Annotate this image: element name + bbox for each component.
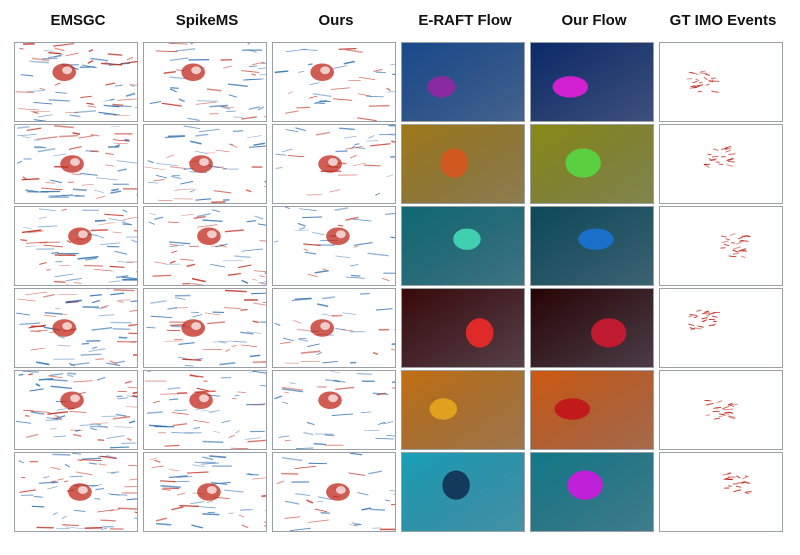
image-gt-imo-events-row-5: [659, 370, 783, 450]
image-gt-imo-events-row-1: [659, 42, 783, 122]
image-ours-row-6: [272, 452, 396, 532]
image-emsgc-row-1: [14, 42, 138, 122]
image-our-flow-row-1: [530, 42, 654, 122]
image-eraft-flow-row-1: [401, 42, 525, 122]
image-emsgc-row-5: [14, 370, 138, 450]
image-ours-row-1: [272, 42, 396, 122]
column-header-ours: Ours: [318, 12, 354, 29]
image-eraft-flow-row-2: [401, 124, 525, 204]
image-ours-row-4: [272, 288, 396, 368]
image-emsgc-row-2: [14, 124, 138, 204]
image-spikems-row-6: [143, 452, 267, 532]
image-gt-imo-events-row-3: [659, 206, 783, 286]
image-spikems-row-3: [143, 206, 267, 286]
image-emsgc-row-4: [14, 288, 138, 368]
column-header-emsgc: EMSGC: [50, 12, 106, 29]
image-gt-imo-events-row-4: [659, 288, 783, 368]
column-header-our-flow: Our Flow: [561, 12, 627, 29]
image-our-flow-row-2: [530, 124, 654, 204]
image-spikems-row-2: [143, 124, 267, 204]
image-our-flow-row-3: [530, 206, 654, 286]
column-header-spikems: SpikeMS: [175, 12, 239, 29]
image-ours-row-5: [272, 370, 396, 450]
column-header-eraft-flow: E-RAFT Flow: [418, 12, 512, 29]
column-header-gt-imo-events: GT IMO Events: [669, 12, 777, 29]
image-our-flow-row-6: [530, 452, 654, 532]
image-spikems-row-1: [143, 42, 267, 122]
image-emsgc-row-3: [14, 206, 138, 286]
image-ours-row-3: [272, 206, 396, 286]
image-ours-row-2: [272, 124, 396, 204]
image-eraft-flow-row-6: [401, 452, 525, 532]
image-spikems-row-4: [143, 288, 267, 368]
image-gt-imo-events-row-6: [659, 452, 783, 532]
image-gt-imo-events-row-2: [659, 124, 783, 204]
image-eraft-flow-row-5: [401, 370, 525, 450]
image-our-flow-row-4: [530, 288, 654, 368]
image-eraft-flow-row-3: [401, 206, 525, 286]
image-eraft-flow-row-4: [401, 288, 525, 368]
image-emsgc-row-6: [14, 452, 138, 532]
image-our-flow-row-5: [530, 370, 654, 450]
image-spikems-row-5: [143, 370, 267, 450]
